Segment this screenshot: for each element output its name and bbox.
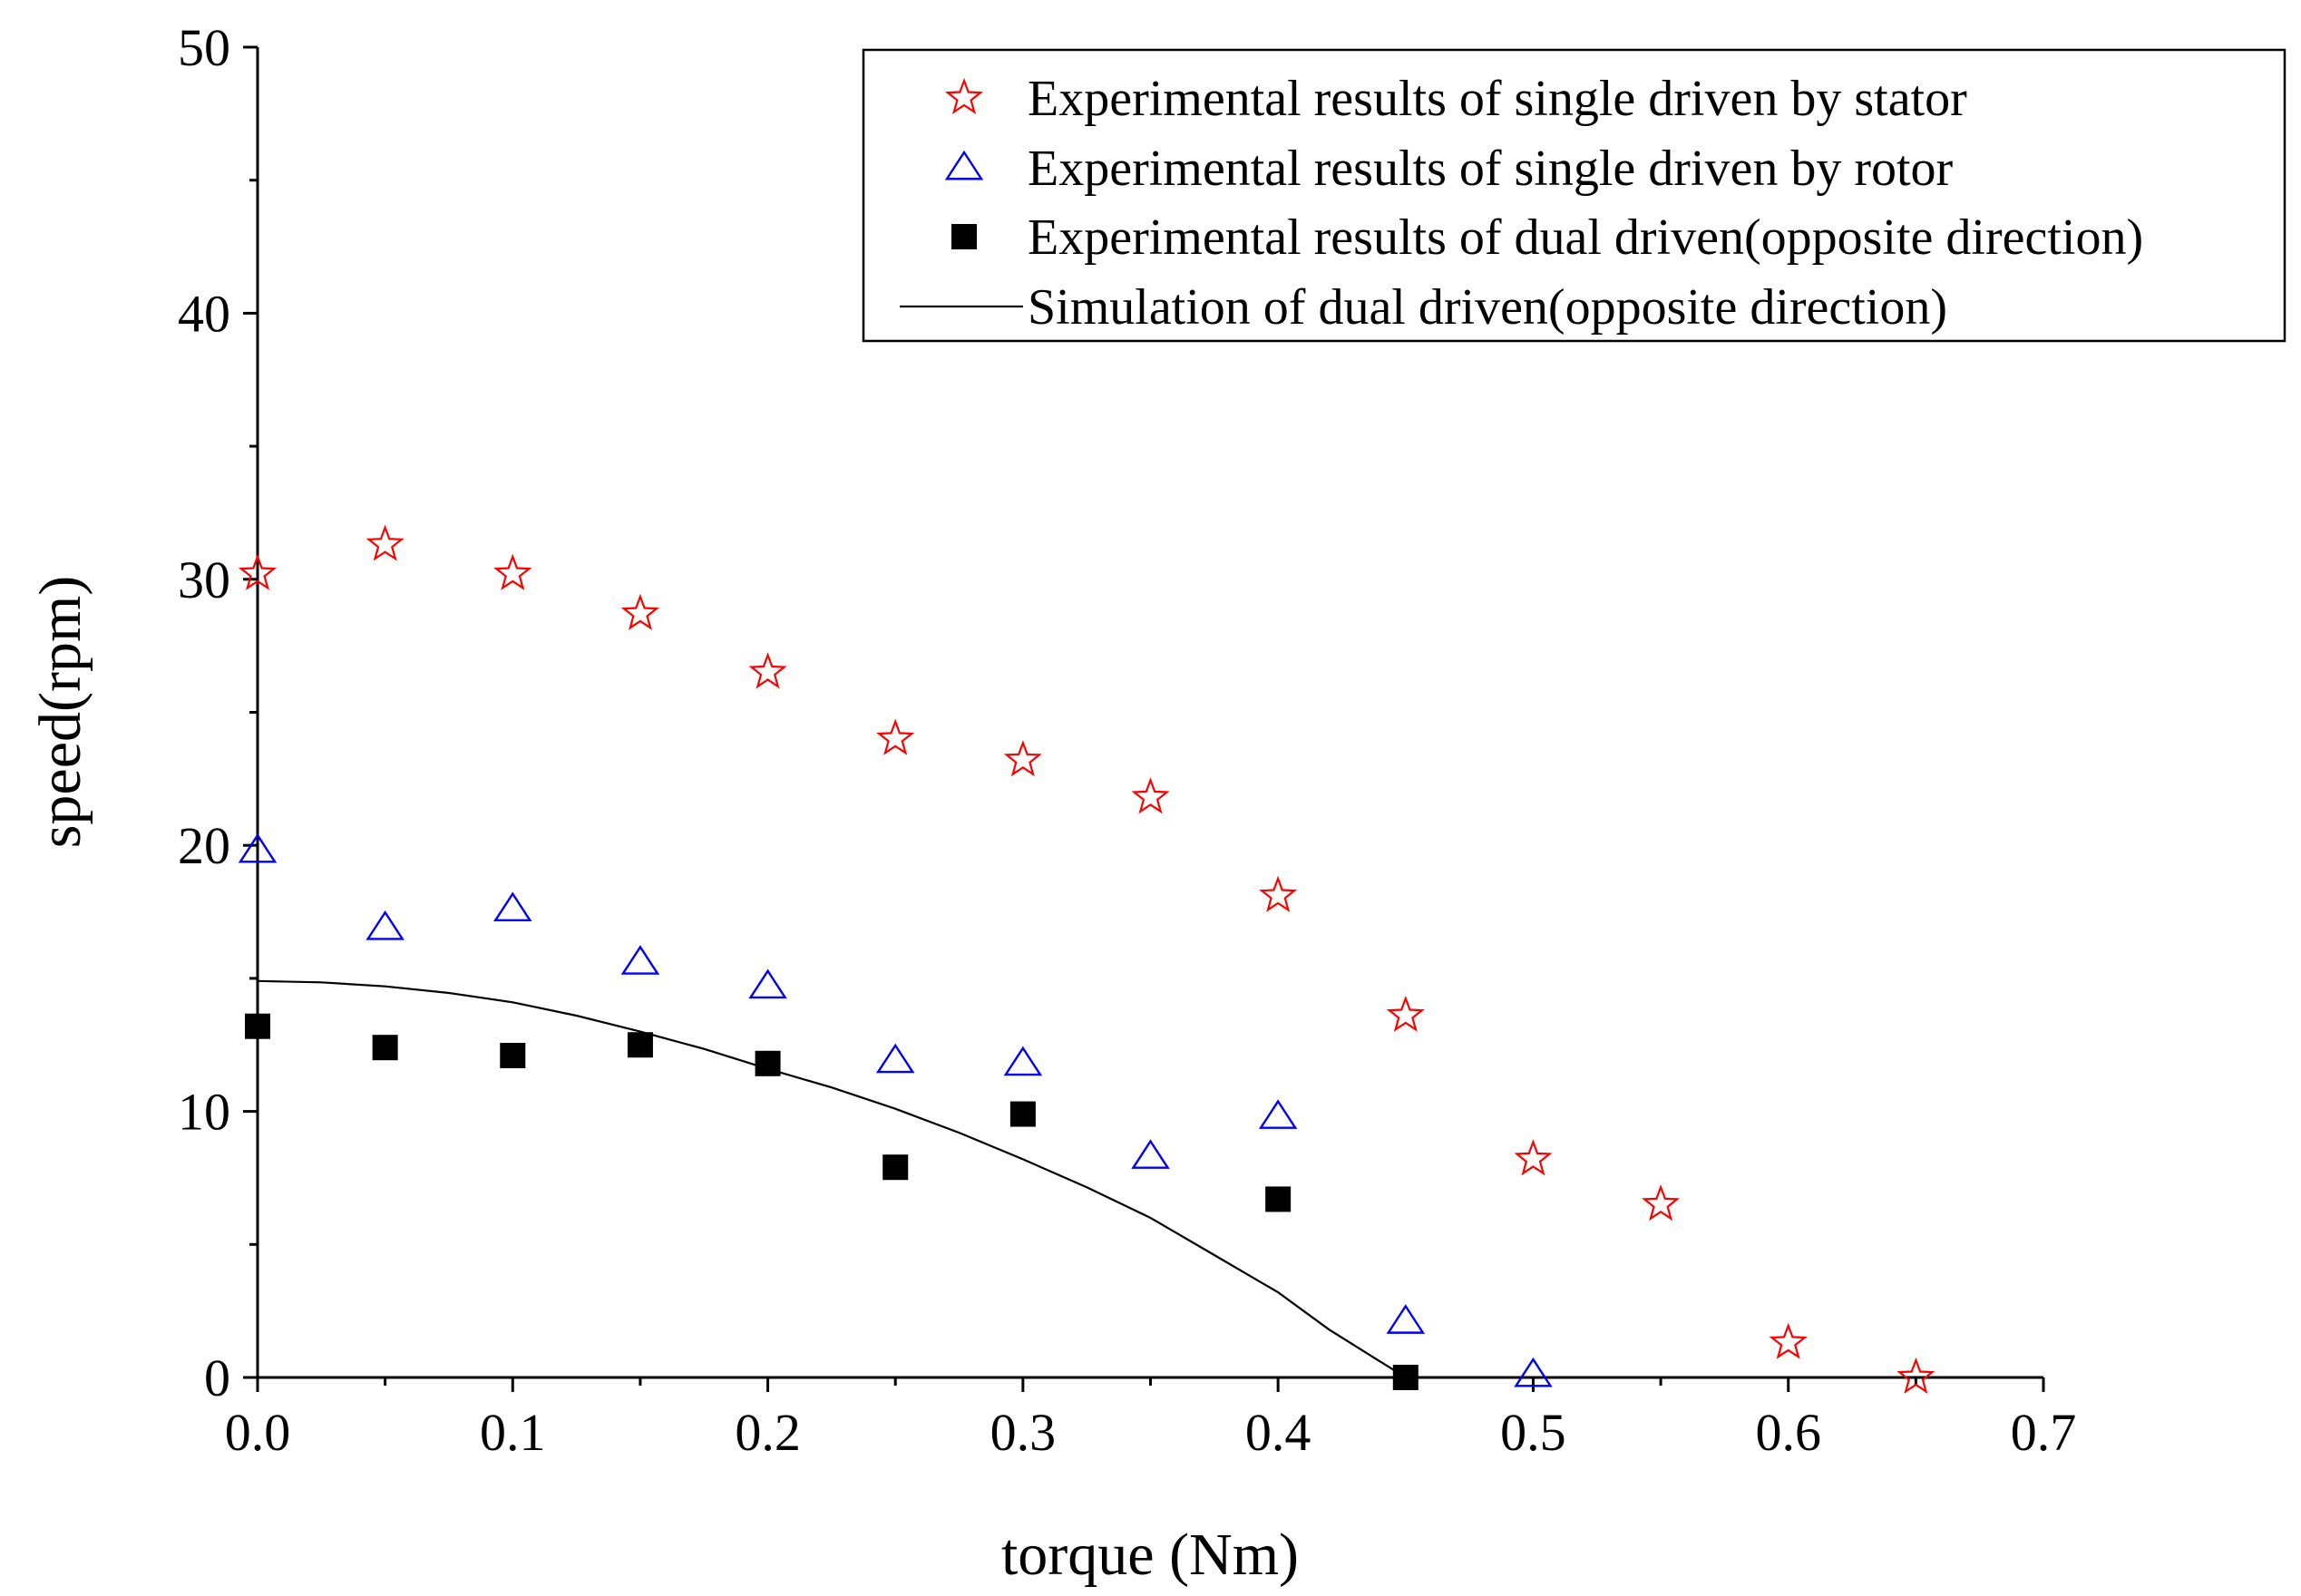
legend-box	[862, 48, 2286, 343]
data-point	[1009, 1101, 1036, 1127]
legend: Experimental results of single driven by…	[862, 48, 2286, 343]
x-tick-label: 0.2	[735, 1403, 801, 1462]
legend-entry: Experimental results of single driven by…	[944, 71, 1967, 127]
data-point	[1003, 740, 1042, 777]
y-tick-label: 0	[204, 1348, 230, 1407]
x-tick-labels: 0.0 0.1 0.2 0.3 0.4 0.5 0.6 0.7	[225, 1403, 2077, 1462]
x-tick-label: 0.4	[1245, 1403, 1311, 1462]
data-point	[620, 593, 659, 630]
data-point	[1769, 1322, 1808, 1359]
legend-entry: Simulation of dual driven(opposite direc…	[900, 279, 1947, 336]
data-point	[238, 832, 278, 863]
series-0	[238, 524, 1935, 1394]
legend-marker	[944, 150, 984, 180]
y-tick-label: 20	[178, 816, 230, 875]
y-tick-label: 40	[178, 284, 230, 343]
data-point	[876, 718, 915, 755]
data-point	[620, 945, 660, 975]
data-point	[1514, 1357, 1553, 1387]
data-point	[1003, 1046, 1043, 1076]
y-ticks	[243, 45, 258, 1379]
x-axis-title: torque (Nm)	[1001, 1522, 1299, 1588]
data-point	[748, 652, 787, 689]
y-tick-label: 30	[178, 550, 230, 609]
data-point	[748, 968, 787, 999]
data-point	[1131, 777, 1170, 814]
legend-entry: Experimental results of single driven by…	[944, 141, 1954, 197]
series-1	[238, 832, 1553, 1387]
data-point	[493, 891, 532, 922]
legend-label: Experimental results of single driven by…	[1028, 71, 1967, 127]
data-point	[366, 524, 405, 561]
legend-marker	[951, 224, 977, 249]
data-point	[245, 1013, 270, 1039]
data-point	[1642, 1184, 1681, 1221]
x-ticks	[256, 1377, 2045, 1392]
data-point	[372, 1035, 398, 1061]
data-point	[882, 1154, 909, 1181]
data-point	[238, 553, 278, 590]
data-point	[1896, 1357, 1935, 1394]
x-tick-label: 0.1	[480, 1403, 546, 1462]
data-point	[1514, 1139, 1553, 1176]
x-tick-label: 0.0	[225, 1403, 291, 1462]
x-tick-label: 0.6	[1755, 1403, 1821, 1462]
x-tick-label: 0.5	[1500, 1403, 1566, 1462]
data-point	[1258, 1099, 1298, 1129]
simulation-line	[257, 979, 1407, 1378]
data-point	[366, 910, 405, 940]
x-tick-label: 0.3	[990, 1403, 1057, 1462]
data-point	[627, 1032, 653, 1058]
y-tick-label: 10	[178, 1083, 230, 1142]
data-point	[1265, 1186, 1292, 1212]
y-axis-title: speed(rpm)	[27, 576, 93, 849]
legend-marker	[944, 77, 984, 114]
series-2	[245, 1013, 1419, 1390]
legend-entry: Experimental results of dual driven(oppo…	[951, 209, 2143, 266]
y-tick-labels: 0 10 20 30 40 50	[178, 18, 230, 1407]
data-point	[1131, 1139, 1170, 1169]
x-tick-label: 0.7	[2011, 1403, 2077, 1462]
data-point	[1259, 875, 1298, 912]
data-point	[493, 553, 532, 590]
data-point	[875, 1043, 915, 1074]
legend-entries: Experimental results of single driven by…	[900, 71, 2143, 336]
data-point	[500, 1042, 526, 1068]
y-tick-label: 50	[178, 18, 230, 77]
data-point	[1386, 995, 1425, 1032]
legend-label: Experimental results of dual driven(oppo…	[1028, 209, 2143, 266]
legend-label: Experimental results of single driven by…	[1028, 141, 1954, 197]
series-layer	[238, 524, 1935, 1394]
legend-label: Simulation of dual driven(opposite direc…	[1028, 279, 1947, 336]
data-point	[1386, 1304, 1426, 1334]
series-3	[257, 979, 1407, 1378]
